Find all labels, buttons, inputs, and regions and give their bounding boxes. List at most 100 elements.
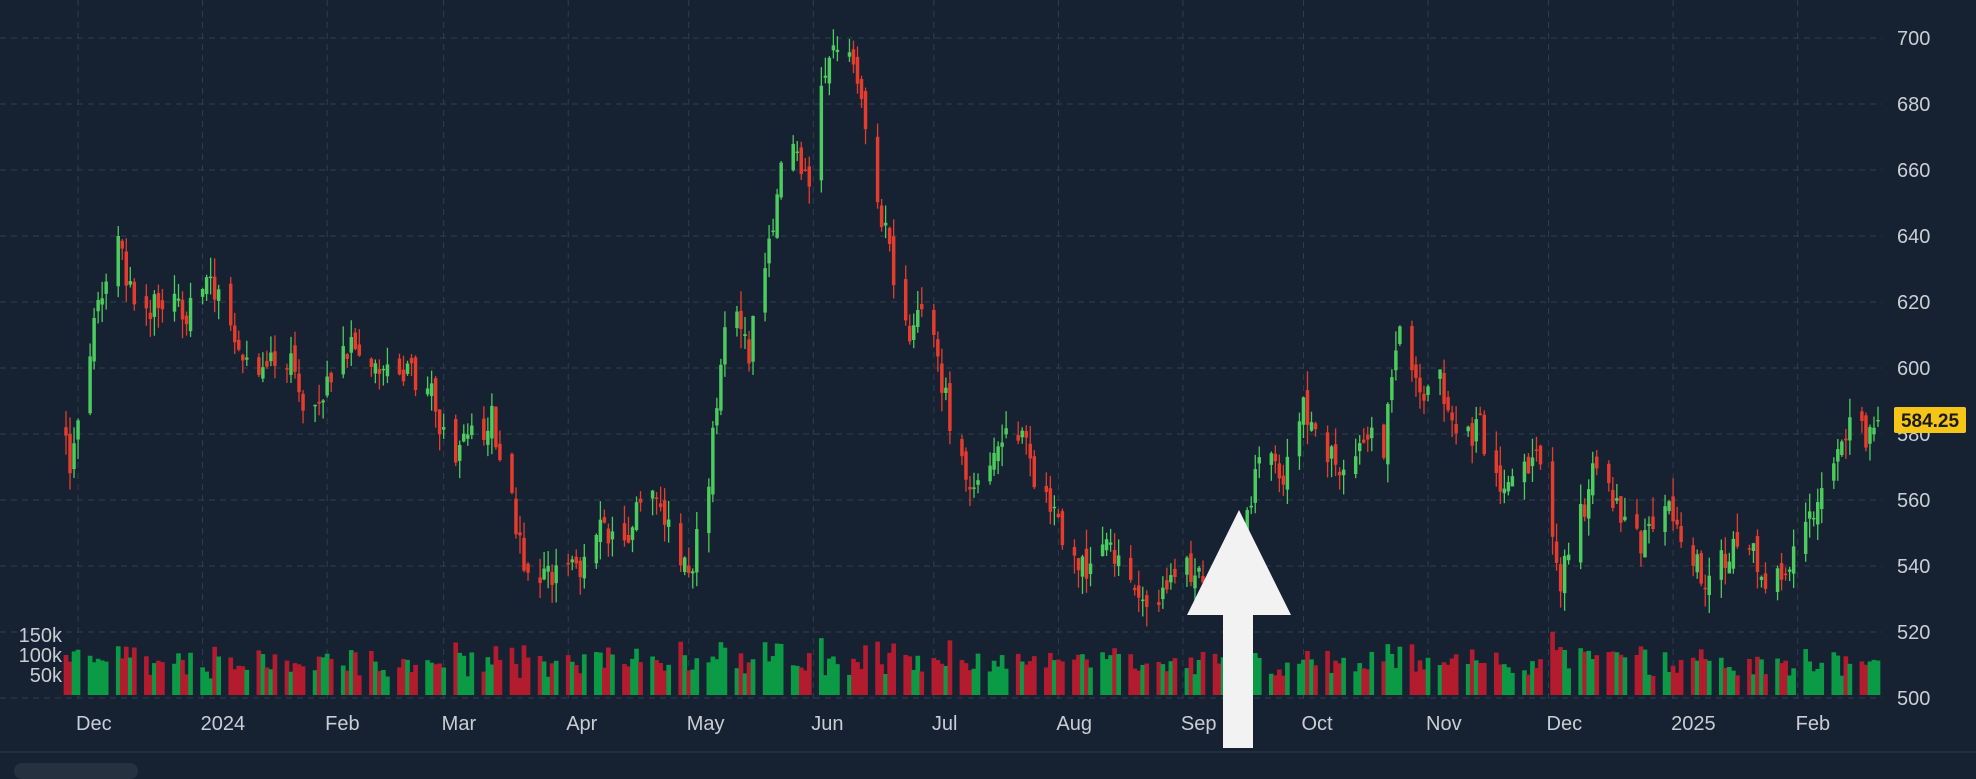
volume-bar bbox=[1650, 675, 1656, 695]
volume-bar bbox=[577, 673, 583, 695]
volume-bar bbox=[1329, 672, 1334, 695]
candle-body bbox=[413, 357, 418, 391]
candle-body bbox=[212, 276, 217, 300]
volume-bar bbox=[369, 650, 374, 695]
volume-bar bbox=[385, 676, 390, 695]
volume-bar bbox=[312, 670, 318, 695]
candle-body bbox=[1663, 506, 1667, 533]
candle-body bbox=[1072, 547, 1077, 556]
volume-bar bbox=[1023, 664, 1029, 695]
candle-body bbox=[944, 387, 948, 394]
candle-body bbox=[1719, 550, 1724, 580]
volume-bar bbox=[1787, 675, 1792, 695]
x-tick-label: Jul bbox=[932, 713, 958, 735]
volume-bar bbox=[1453, 654, 1459, 695]
volume-bar bbox=[144, 656, 149, 695]
volume-bar bbox=[204, 671, 209, 695]
volume-bar bbox=[718, 642, 724, 695]
candle-body bbox=[1361, 439, 1366, 443]
candle-body bbox=[345, 354, 349, 359]
volume-bar bbox=[746, 662, 752, 695]
volume-bar bbox=[1397, 646, 1403, 695]
volume-bar bbox=[244, 669, 250, 695]
candle-body bbox=[1020, 430, 1024, 438]
volume-bar bbox=[1779, 663, 1784, 695]
volume-bar bbox=[1811, 671, 1817, 695]
candle-body bbox=[1763, 573, 1768, 589]
volume-bar bbox=[907, 656, 913, 695]
volume-bar bbox=[184, 674, 189, 695]
volume-bar bbox=[1763, 674, 1768, 695]
volume-bar bbox=[1273, 675, 1278, 695]
volume-bar bbox=[963, 663, 969, 695]
candle-body bbox=[1759, 576, 1764, 580]
volume-bar bbox=[610, 654, 615, 695]
candle-body bbox=[1538, 445, 1543, 465]
volume-bar bbox=[1196, 659, 1202, 695]
candle-body bbox=[1554, 541, 1559, 563]
volume-bar bbox=[959, 660, 965, 695]
volume-bar bbox=[208, 678, 213, 695]
volume-bar bbox=[1755, 656, 1760, 695]
volume-bar bbox=[441, 667, 447, 695]
candle-body bbox=[1876, 419, 1880, 422]
volume-bar bbox=[1566, 668, 1571, 695]
volume-bar bbox=[352, 652, 358, 695]
volume-bar bbox=[1875, 660, 1881, 695]
volume-bar bbox=[1108, 655, 1113, 695]
volume-bar bbox=[1678, 659, 1684, 695]
annotation-layer bbox=[1187, 510, 1291, 748]
volume-bar bbox=[1522, 670, 1527, 695]
candle-body bbox=[453, 419, 458, 463]
x-tick-label: Apr bbox=[566, 713, 597, 735]
volume-bar bbox=[123, 646, 129, 695]
candle-body bbox=[1534, 449, 1539, 451]
x-tick-label: Oct bbox=[1301, 713, 1333, 735]
candle-body bbox=[855, 56, 860, 84]
candle-body bbox=[1775, 568, 1780, 592]
candle-body bbox=[1751, 543, 1756, 552]
volume-bar bbox=[622, 664, 627, 695]
volume-bar bbox=[1003, 668, 1009, 695]
candle-body bbox=[1482, 414, 1486, 455]
volume-bar bbox=[1060, 661, 1065, 695]
candle-body bbox=[120, 240, 124, 249]
volume-bar bbox=[485, 657, 491, 695]
volume-bar bbox=[401, 658, 406, 695]
candle-body bbox=[373, 363, 378, 374]
volume-bar bbox=[1104, 659, 1109, 695]
candle-body bbox=[691, 571, 695, 574]
candle-body bbox=[771, 230, 775, 233]
candle-body bbox=[948, 383, 952, 432]
volume-bar bbox=[706, 662, 712, 695]
volume-bar bbox=[381, 669, 386, 695]
candle-body bbox=[1832, 463, 1836, 481]
y-tick-label: 520 bbox=[1897, 622, 1930, 644]
volume-bar bbox=[405, 659, 410, 695]
candle-body bbox=[570, 559, 574, 563]
volume-bar bbox=[324, 653, 330, 695]
volume-bar bbox=[1441, 662, 1447, 695]
volume-bar bbox=[1622, 657, 1628, 695]
candle-body bbox=[666, 519, 671, 527]
volume-bar bbox=[943, 665, 949, 695]
volume-bar bbox=[1305, 650, 1310, 695]
candle-body bbox=[891, 236, 896, 286]
bottom-panel-tab[interactable] bbox=[14, 763, 138, 779]
volume-bar bbox=[1188, 657, 1194, 695]
candle-body bbox=[144, 296, 149, 309]
volume-bar bbox=[497, 659, 503, 695]
volume-bar bbox=[1252, 653, 1258, 695]
volume-bar bbox=[348, 650, 354, 695]
candle-body bbox=[695, 528, 699, 573]
candle-body bbox=[152, 294, 157, 317]
candle-body bbox=[1076, 558, 1081, 571]
volume-bar bbox=[1421, 669, 1427, 695]
candle-body bbox=[289, 353, 293, 375]
candle-body bbox=[582, 556, 587, 579]
volume-bar bbox=[537, 655, 543, 695]
volume-bar bbox=[152, 663, 157, 695]
candle-body bbox=[397, 358, 402, 375]
volume-bar bbox=[682, 655, 688, 695]
candle-body bbox=[566, 562, 570, 565]
